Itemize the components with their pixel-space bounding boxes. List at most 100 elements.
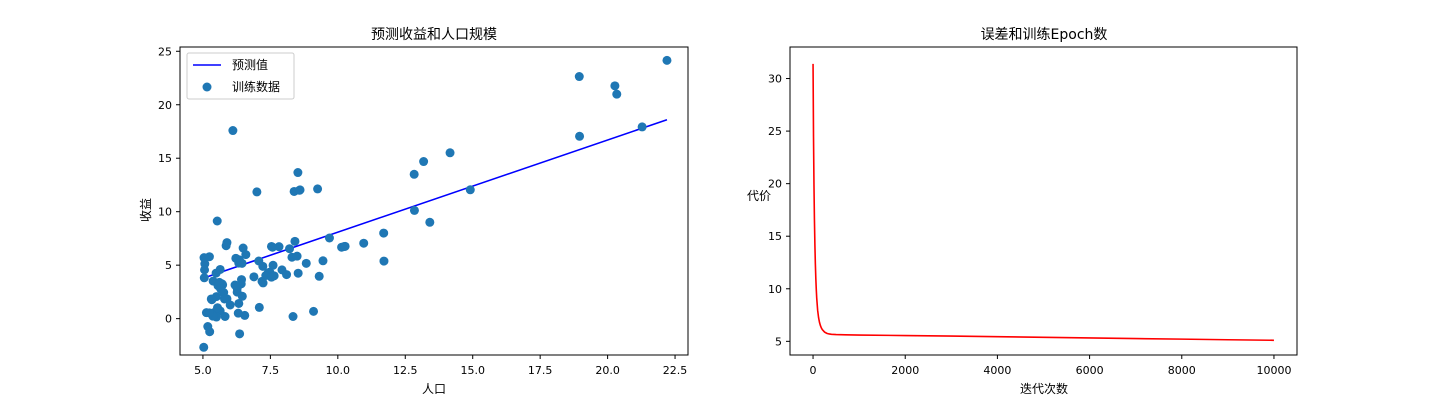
scatter-point [293,168,303,178]
scatter-point [445,148,455,158]
y-tick-label: 20 [158,99,172,112]
x-tick-label: 15.0 [460,364,485,377]
x-tick-label: 5.0 [194,364,212,377]
plot-area [199,55,672,352]
scatter-point [200,265,210,275]
x-axis-label: 迭代次数 [1020,381,1068,396]
scatter-point [216,284,226,294]
scatter-point [258,278,268,288]
x-tick-label: 4000 [983,364,1011,377]
scatter-point [292,251,302,261]
x-tick-label: 0 [810,364,817,377]
plot-area [812,63,1274,342]
scatter-point [339,241,349,251]
scatter-point [379,256,389,266]
scatter-point [637,122,647,132]
y-tick-label: 20 [768,178,782,191]
scatter-point [203,322,213,332]
scatter-point [301,258,311,268]
scatter-point [233,308,243,318]
scatter-point [324,233,334,243]
scatter-point [207,295,217,305]
y-axis-ticks: 0 5 10 15 20 25 [158,45,180,326]
scatter-point [610,81,620,91]
scatter-point [662,55,672,65]
y-tick-label: 30 [768,73,782,86]
x-tick-label: 22.5 [663,364,688,377]
scatter-point [574,72,584,82]
x-tick-label: 8000 [1168,364,1196,377]
y-tick-label: 15 [158,152,172,165]
scatter-point [313,184,323,194]
scatter-point [359,238,369,248]
scatter-point [285,244,295,254]
prediction-line [203,118,668,279]
x-tick-label: 10.0 [326,364,351,377]
chart-population-profit: 预测收益和人口规模 5.0 7.5 10.0 12.5 15.0 17.5 20.0 22.5… [139,27,689,396]
y-axis-label: 收益 [139,198,153,222]
scatter-point [268,260,278,270]
x-axis-ticks: 0 2000 4000 6000 8000 10000 [810,355,1291,377]
scatter-point [282,270,292,280]
x-tick-label: 2000 [891,364,919,377]
chart-title: 预测收益和人口规模 [371,27,497,43]
scatter-point [222,238,232,248]
x-axis-label: 人口 [422,382,446,396]
scatter-point [409,205,419,215]
scatter-point [204,252,214,262]
scatter-point [220,294,230,304]
y-axis-ticks: 5 10 15 20 25 30 [768,73,790,348]
scatter-point [269,271,279,281]
chart-cost-vs-epoch: 误差和训练Epoch数 0 2000 4000 6000 8000 10000 5 10 15… [747,27,1298,396]
scatter-point [612,89,622,99]
scatter-point [258,261,268,271]
legend: 预测值 训练数据 [186,52,295,100]
y-tick-label: 5 [775,335,782,348]
scatter-point [254,302,264,312]
scatter-point [288,312,298,321]
legend-label-training-data: 训练数据 [232,79,280,94]
scatter-point [235,329,245,339]
y-tick-label: 25 [158,45,172,58]
scatter-point [274,242,284,252]
scatter-point [314,271,324,281]
scatter-point [295,185,305,195]
scatter-point [228,126,238,136]
scatter-point [318,256,328,266]
scatter-point [220,312,230,321]
y-axis-label: 代价 [747,189,771,203]
legend-marker-swatch [202,82,212,92]
scatter-point [268,242,278,252]
scatter-point [575,131,585,141]
scatter-point [425,217,435,227]
scatter-point [290,236,300,246]
scatter-point [409,169,419,179]
scatter-point [199,342,209,352]
scatter-point [213,303,222,313]
x-tick-label: 6000 [1076,364,1104,377]
scatter-point [225,300,235,310]
scatter-point [212,216,222,226]
x-axis-ticks: 5.0 7.5 10.0 12.5 15.0 17.5 20.0 22.5 [194,355,687,377]
scatter-point [379,228,389,238]
scatter-point [199,273,209,283]
scatter-point [419,157,429,167]
cost-curve [812,63,1274,342]
legend-label-prediction: 预测值 [232,57,268,72]
scatter-point [204,308,214,318]
scatter-point [234,298,244,308]
y-tick-label: 0 [165,313,172,326]
x-tick-label: 17.5 [528,364,553,377]
scatter-point [309,306,319,316]
scatter-point [232,283,242,293]
y-tick-label: 10 [158,206,172,219]
x-tick-label: 12.5 [393,364,418,377]
scatter-point [252,187,262,197]
x-tick-label: 20.0 [595,364,620,377]
scatter-point [231,253,241,263]
axes-frame [179,46,689,356]
scatter-point [249,272,259,282]
scatter-point [237,291,247,301]
axes-frame [789,46,1298,356]
